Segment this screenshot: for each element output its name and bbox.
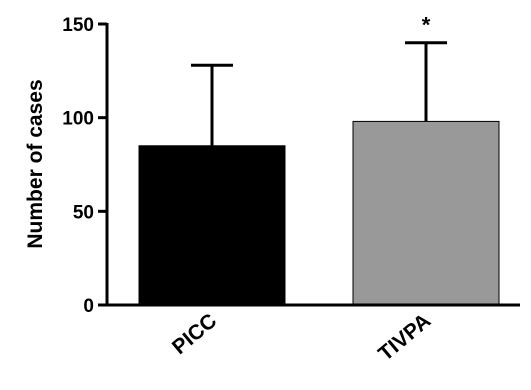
plot-area [138, 41, 500, 306]
y-tick-label: 150 [62, 15, 94, 36]
bar-picc [138, 145, 286, 306]
y-tick-label: 50 [73, 202, 94, 223]
y-tick-label: 100 [62, 109, 94, 130]
y-tick-label: 0 [83, 296, 94, 317]
y-axis-title: Number of cases [24, 79, 47, 248]
axes [98, 22, 520, 307]
x-tick-label: PICC [168, 309, 221, 359]
x-tick-label: TIVPA [374, 309, 435, 365]
bar-tivpa [352, 120, 500, 306]
significance-marker: * [422, 13, 431, 38]
